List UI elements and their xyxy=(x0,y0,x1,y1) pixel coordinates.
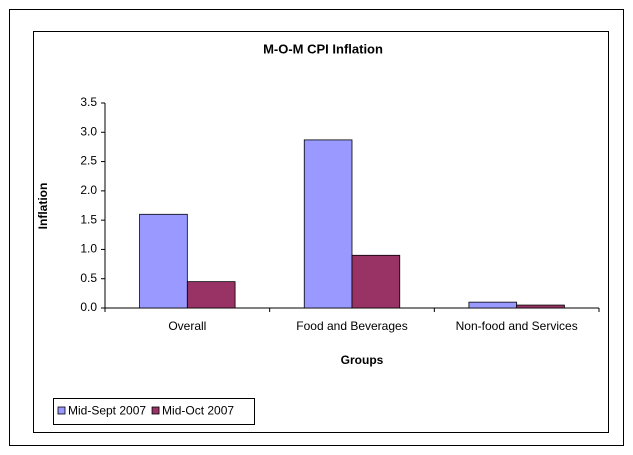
x-tick-label: Non-food and Services xyxy=(456,319,578,333)
legend-swatch xyxy=(57,406,66,415)
bar xyxy=(516,304,565,309)
legend-label: Mid-Oct 2007 xyxy=(162,404,234,418)
y-tick-label: 3.5 xyxy=(80,95,97,109)
y-axis-label: Inflation xyxy=(36,183,50,230)
bar xyxy=(186,281,236,309)
y-tick-label: 1.0 xyxy=(80,242,97,256)
y-tick-label: 2.5 xyxy=(80,154,97,168)
bar xyxy=(468,301,518,309)
y-tick-label: 1.5 xyxy=(80,212,97,226)
y-tick-label: 0.5 xyxy=(80,271,97,285)
y-tick-label: 3.0 xyxy=(80,124,97,138)
bar xyxy=(351,254,401,309)
bar xyxy=(303,139,353,309)
bar xyxy=(139,213,188,309)
x-tick-label: Food and Beverages xyxy=(296,319,407,333)
legend-label: Mid-Sept 2007 xyxy=(68,404,146,418)
legend-swatch xyxy=(151,406,160,415)
y-tick-label: 2.0 xyxy=(80,183,97,197)
x-axis-label: Groups xyxy=(341,353,384,367)
x-tick-label: Overall xyxy=(168,319,206,333)
y-tick-label: 0.0 xyxy=(80,300,97,314)
chart-title: M-O-M CPI Inflation xyxy=(263,41,383,56)
